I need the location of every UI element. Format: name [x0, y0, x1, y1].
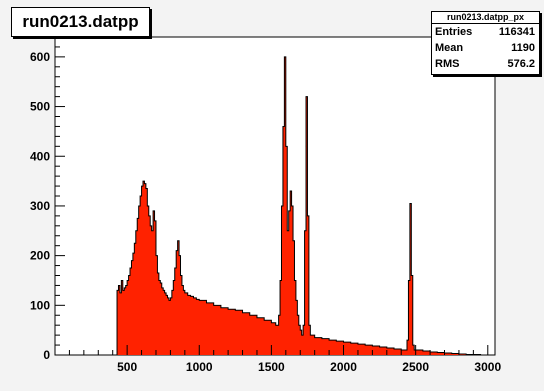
stats-row-rms: RMS 576.2 — [432, 56, 539, 72]
histogram-fill — [115, 56, 490, 355]
stats-value: 1190 — [511, 42, 535, 54]
x-tick-label: 3000 — [474, 360, 501, 374]
y-tick-label: 0 — [43, 348, 50, 362]
stats-row-mean: Mean 1190 — [432, 40, 539, 56]
stats-name: run0213.datpp_px — [432, 12, 539, 24]
stats-value: 576.2 — [507, 58, 535, 70]
chart-title-text: run0213.datpp — [22, 12, 139, 31]
y-tick-label: 200 — [30, 249, 50, 263]
y-tick-label: 500 — [30, 100, 50, 114]
stats-label: Mean — [435, 42, 464, 54]
stats-value: 116341 — [498, 26, 535, 38]
y-tick-label: 600 — [30, 50, 50, 64]
stats-box: run0213.datpp_px Entries 116341 Mean 119… — [431, 11, 540, 75]
y-tick-label: 400 — [30, 149, 50, 163]
x-tick-label: 1000 — [186, 360, 213, 374]
histogram-outline — [115, 56, 490, 356]
x-tick-label: 2000 — [330, 360, 357, 374]
x-tick-label: 2500 — [402, 360, 429, 374]
stats-row-entries: Entries 116341 — [432, 24, 539, 40]
histogram-bars — [115, 56, 490, 356]
y-tick-label: 300 — [30, 199, 50, 213]
x-tick-label: 1500 — [258, 360, 285, 374]
y-tick-label: 100 — [30, 298, 50, 312]
stats-label: RMS — [435, 58, 460, 70]
x-axis: 500 1000 1500 2000 2500 3000 — [54, 345, 501, 374]
stats-label: Entries — [435, 26, 473, 38]
y-axis: 0 100 200 300 400 500 600 — [30, 36, 65, 362]
x-tick-label: 500 — [117, 360, 137, 374]
chart-title: run0213.datpp — [11, 7, 150, 37]
